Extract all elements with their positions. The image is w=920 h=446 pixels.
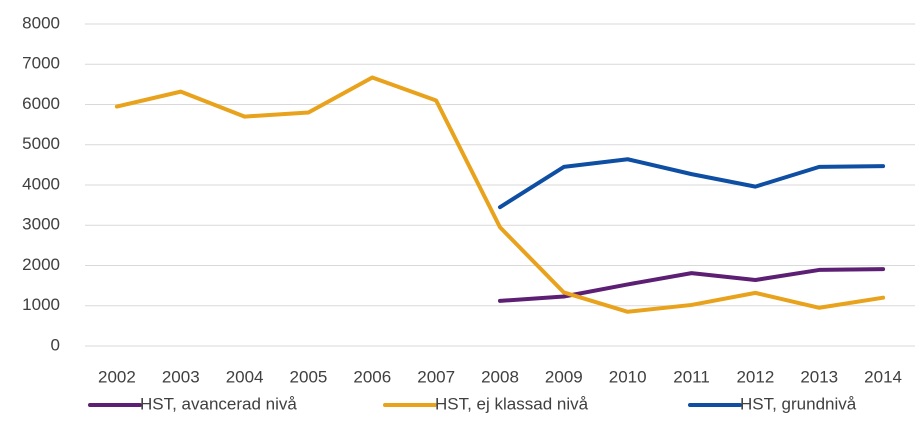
y-tick-label: 4000 [22,174,60,193]
legend-label: HST, grundnivå [740,394,857,413]
y-tick-label: 2000 [22,255,60,274]
x-tick-label: 2014 [864,367,902,386]
x-tick-label: 2011 [673,367,710,386]
legend-label: HST, ej klassad nivå [435,394,589,413]
y-tick-label: 1000 [22,295,60,314]
x-tick-label: 2013 [800,367,838,386]
y-tick-label: 5000 [22,134,60,153]
y-tick-label: 6000 [22,94,60,113]
line-series [498,157,886,210]
x-tick-label: 2004 [226,367,264,386]
x-tick-label: 2002 [98,367,136,386]
line-series [498,267,886,303]
line-series [114,75,886,314]
x-tick-label: 2010 [609,367,647,386]
x-tick-label: 2012 [736,367,774,386]
x-tick-label: 2003 [162,367,200,386]
x-tick-label: 2008 [481,367,519,386]
y-tick-label: 0 [51,335,60,354]
x-tick-label: 2009 [545,367,583,386]
x-tick-label: 2007 [417,367,455,386]
x-tick-label: 2006 [353,367,391,386]
y-tick-label: 3000 [22,215,60,234]
y-tick-label: 8000 [22,13,60,32]
y-tick-label: 7000 [22,54,60,73]
x-tick-label: 2005 [290,367,328,386]
legend-label: HST, avancerad nivå [140,394,297,413]
